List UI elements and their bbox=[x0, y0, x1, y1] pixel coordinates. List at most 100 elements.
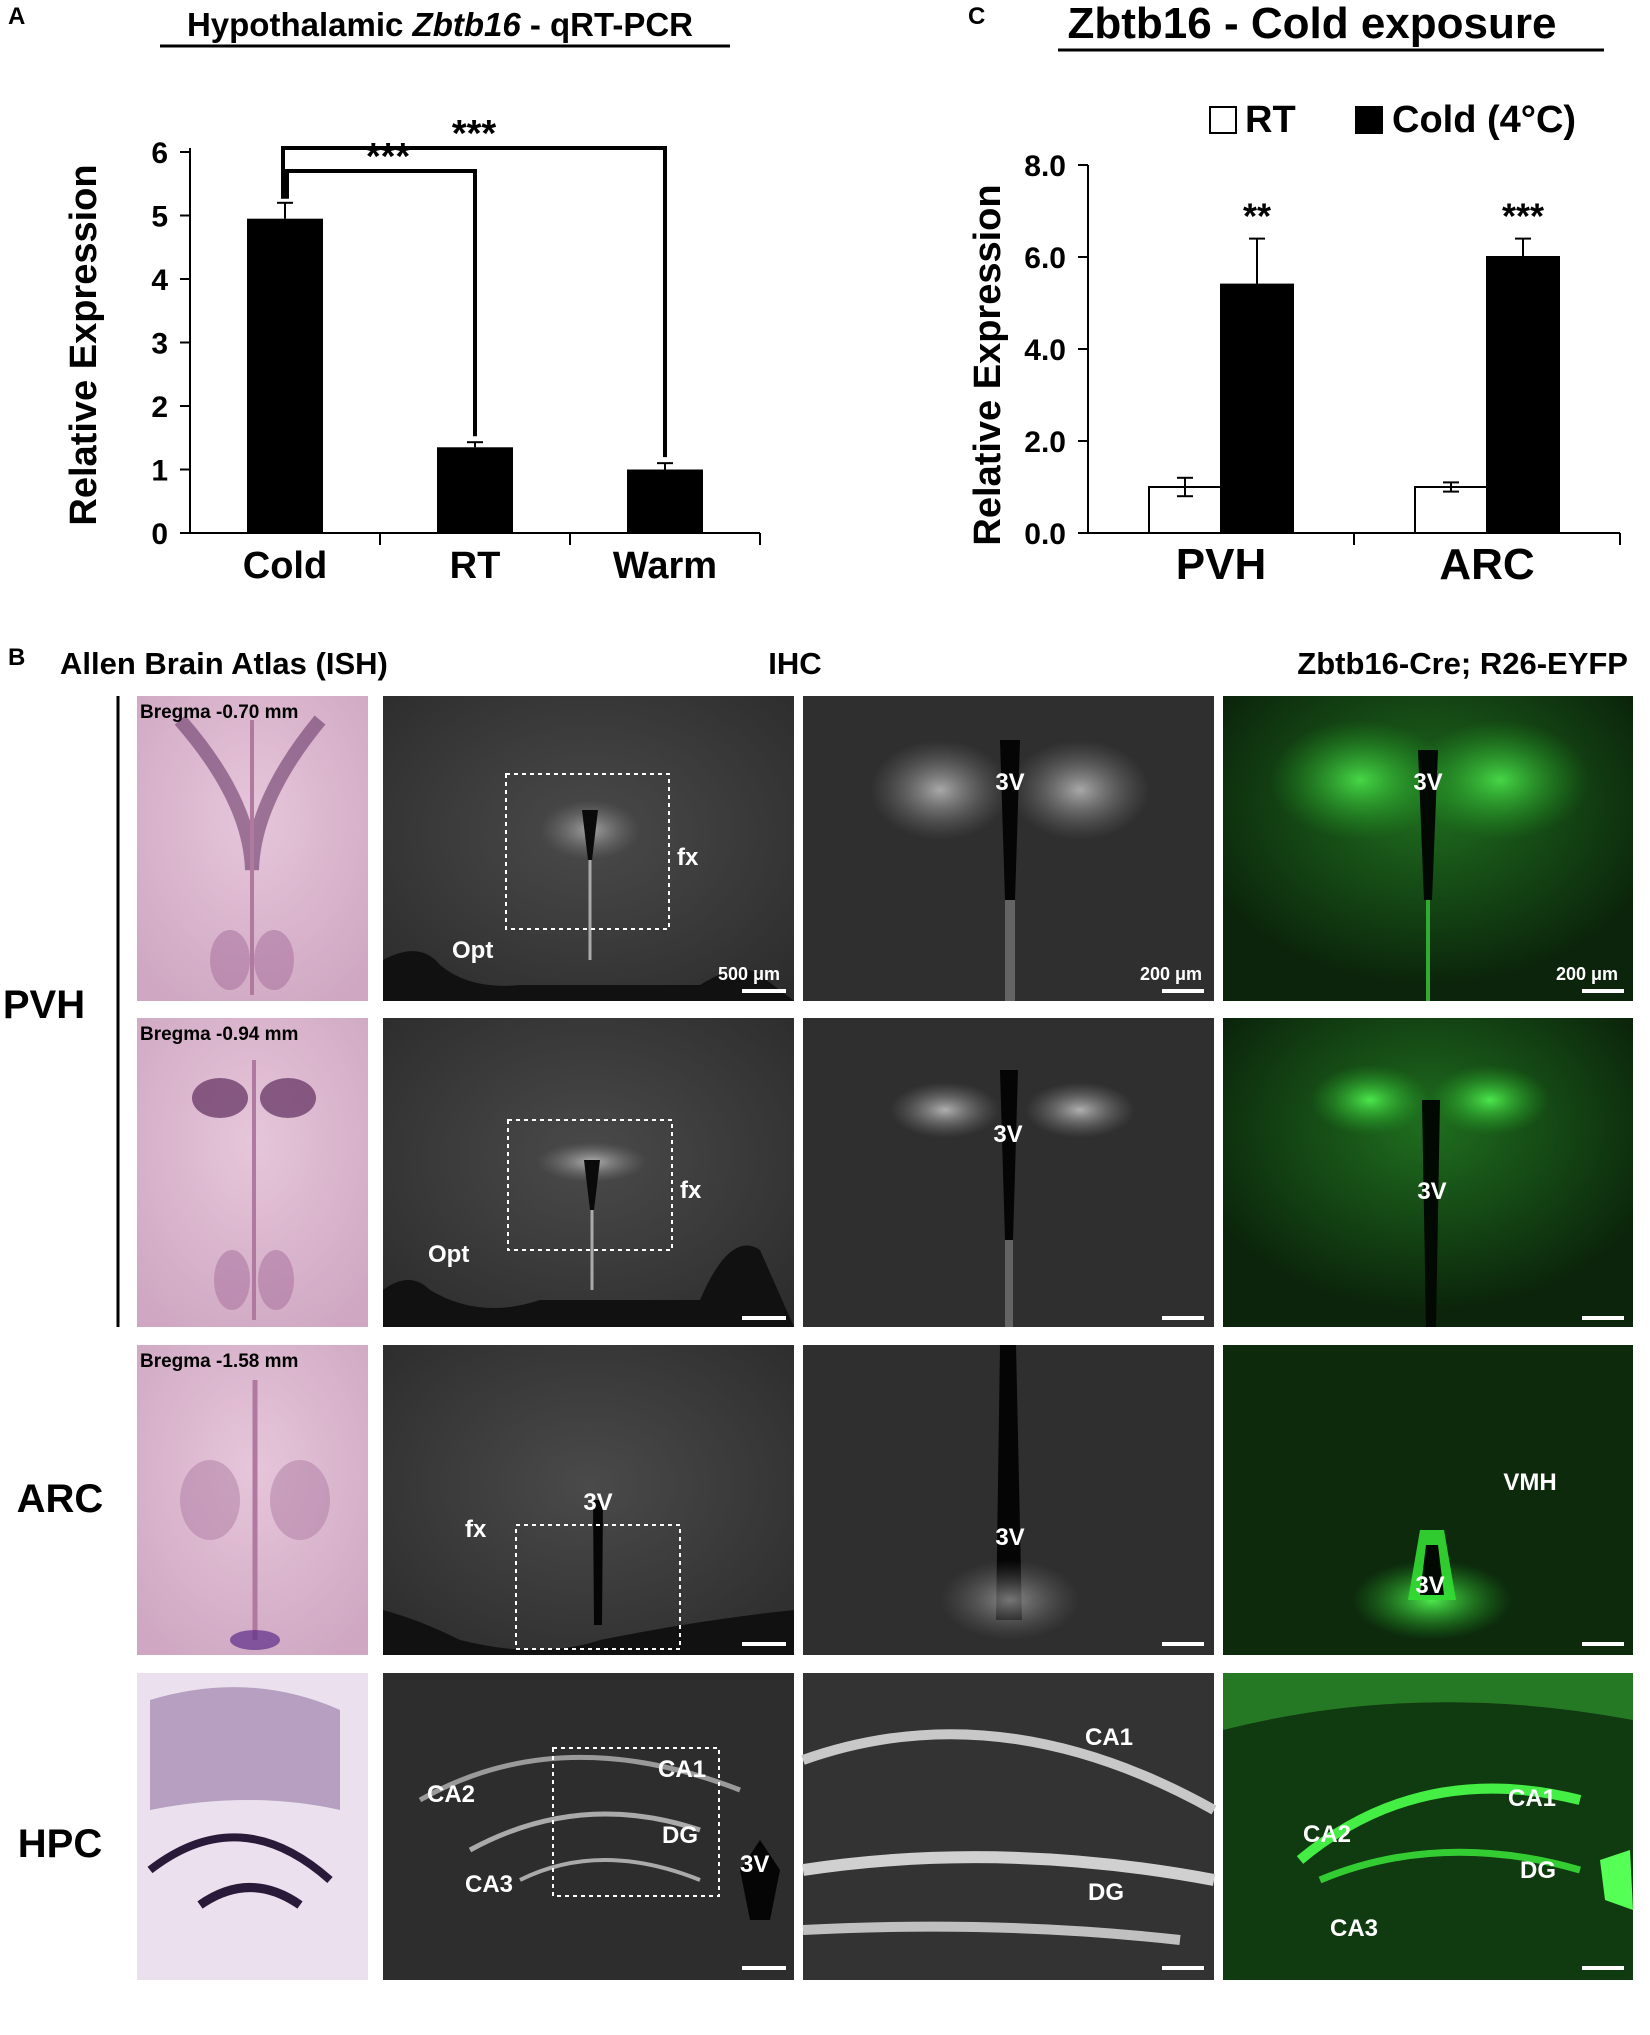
y-tick-label-a: 1 bbox=[151, 455, 168, 488]
label-ca1-high: CA1 bbox=[1085, 1724, 1133, 1751]
y-tick-label-a: 6 bbox=[151, 137, 168, 170]
panel-c-chart: C Zbtb16 - Cold exposure RT Cold (4°C) Re… bbox=[967, 0, 1621, 589]
significance-bracket-a bbox=[285, 169, 477, 437]
bars-a bbox=[247, 201, 703, 534]
panel-letter-b: B bbox=[8, 644, 25, 671]
label-3v-arc-eyfp: 3V bbox=[1415, 1572, 1444, 1599]
legend-swatch-cold bbox=[1355, 106, 1383, 134]
x-tick-label-c: ARC bbox=[1439, 540, 1534, 589]
image-row-pvh-2: Bregma -0.94 mm fx Opt 3V 3V bbox=[137, 1018, 1633, 1327]
image-row-pvh-1: Bregma -0.70 mm fx Opt 500 μm 3V 200 μm bbox=[137, 696, 1633, 1001]
bregma-label-3: Bregma -1.58 mm bbox=[140, 1351, 298, 1372]
scale-bar-ihc-1 bbox=[742, 989, 786, 993]
header-ihc: IHC bbox=[768, 646, 821, 681]
panel-a-chart: A Hypothalamic Zbtb16 - qRT-PCR Relative… bbox=[8, 3, 761, 587]
significance-label-c: ** bbox=[1243, 196, 1271, 237]
significance-label-c: *** bbox=[1502, 196, 1544, 237]
x-tick-label-a: RT bbox=[450, 545, 501, 587]
panel-letter-c: C bbox=[968, 3, 985, 30]
y-tick-label-c: 6.0 bbox=[1024, 242, 1066, 275]
chart-title-a-prefix: Hypothalamic bbox=[187, 6, 413, 43]
chart-title-a-gene: Zbtb16 bbox=[412, 6, 522, 43]
inset-box-hpc bbox=[552, 1747, 720, 1897]
scale-bar-ihc-hm-hpc bbox=[1162, 1966, 1204, 1970]
inset-box-pvh-2 bbox=[507, 1119, 673, 1251]
y-tick-label-c: 2.0 bbox=[1024, 426, 1066, 459]
label-fx-2: fx bbox=[680, 1177, 702, 1204]
scale-label-200-ihc: 200 μm bbox=[1140, 964, 1202, 984]
scale-label-200-eyfp: 200 μm bbox=[1556, 964, 1618, 984]
label-3v-eyfp-2: 3V bbox=[1417, 1178, 1446, 1205]
legend-label-rt: RT bbox=[1245, 99, 1296, 141]
bar-arc-cold bbox=[1486, 256, 1560, 534]
ihc-lowmag-image-arc bbox=[383, 1345, 794, 1655]
bar-pvh-cold bbox=[1220, 283, 1294, 534]
scale-bar-eyfp-2 bbox=[1582, 1316, 1624, 1320]
label-ca1-eyfp: CA1 bbox=[1508, 1785, 1556, 1812]
label-ca1-low: CA1 bbox=[658, 1756, 706, 1783]
label-vmh: VMH bbox=[1503, 1469, 1556, 1496]
label-3v-2: 3V bbox=[993, 1121, 1022, 1148]
y-tick-label-c: 8.0 bbox=[1024, 150, 1066, 183]
y-axis-label-a: Relative Expression bbox=[63, 164, 105, 525]
scale-bar-ihc-hm-2 bbox=[1162, 1316, 1204, 1320]
label-3v-1: 3V bbox=[995, 769, 1024, 796]
label-fx-arc: fx bbox=[465, 1516, 487, 1543]
chart-title-c: Zbtb16 - Cold exposure bbox=[1068, 0, 1557, 48]
bregma-label-1: Bregma -0.70 mm bbox=[140, 702, 298, 723]
image-row-hpc: CA1 CA2 DG CA3 3V CA1 DG CA1 CA2 DG CA3 bbox=[137, 1673, 1633, 1980]
scale-bar-ihc-hm-arc bbox=[1162, 1642, 1204, 1646]
scale-bar-eyfp-arc bbox=[1582, 1642, 1624, 1646]
eyfp-image-hpc bbox=[1223, 1673, 1633, 1980]
significance-a: *** *** bbox=[281, 113, 667, 458]
y-tick-label-a: 4 bbox=[151, 264, 168, 297]
bar-cold bbox=[247, 218, 323, 534]
axes-c: 0.0 2.0 4.0 6.0 8.0 PVH ARC bbox=[1024, 150, 1621, 589]
y-tick-label-a: 0 bbox=[151, 518, 168, 551]
y-tick-label-a: 3 bbox=[151, 328, 168, 361]
inset-box-pvh-1 bbox=[505, 773, 670, 930]
y-tick-label-c: 4.0 bbox=[1024, 334, 1066, 367]
label-3v-hpc: 3V bbox=[740, 1851, 769, 1878]
legend-label-cold: Cold (4°C) bbox=[1392, 99, 1576, 141]
row-label-hpc: HPC bbox=[18, 1822, 102, 1866]
scale-bar-ihc-hpc bbox=[742, 1966, 786, 1970]
y-tick-label-c: 0.0 bbox=[1024, 518, 1066, 551]
bar-arc-rt bbox=[1414, 486, 1488, 534]
scale-label-500: 500 μm bbox=[718, 964, 780, 984]
scale-bar-ihc-arc bbox=[742, 1642, 786, 1646]
label-opt-1: Opt bbox=[452, 937, 493, 964]
axes-a: 0 1 2 3 4 5 6 Cold RT Warm bbox=[151, 137, 761, 587]
scale-bar-eyfp-hpc bbox=[1582, 1966, 1624, 1970]
bar-warm bbox=[627, 469, 703, 533]
legend-swatch-rt bbox=[1209, 106, 1237, 134]
legend-c: RT Cold (4°C) bbox=[1209, 99, 1576, 141]
label-dg-high: DG bbox=[1088, 1879, 1124, 1906]
y-axis-label-c: Relative Expression bbox=[967, 184, 1009, 545]
panel-letter-a: A bbox=[8, 3, 25, 30]
x-tick-label-c: PVH bbox=[1176, 540, 1266, 589]
scale-bar-ihc-hm-1 bbox=[1162, 989, 1204, 993]
label-ca2-eyfp: CA2 bbox=[1303, 1821, 1351, 1848]
x-tick-label-a: Warm bbox=[613, 545, 717, 587]
label-opt-2: Opt bbox=[428, 1241, 469, 1268]
label-3v-eyfp-1: 3V bbox=[1413, 769, 1442, 796]
y-tick-label-a: 2 bbox=[151, 391, 168, 424]
inset-box-arc bbox=[515, 1524, 681, 1650]
image-row-arc: Bregma -1.58 mm 3V fx 3V VMH 3V bbox=[137, 1345, 1633, 1655]
label-ca2-low: CA2 bbox=[427, 1781, 475, 1808]
chart-title-a: Hypothalamic Zbtb16 - qRT-PCR bbox=[187, 6, 693, 43]
label-3v-arc-low: 3V bbox=[583, 1489, 612, 1516]
bregma-label-2: Bregma -0.94 mm bbox=[140, 1024, 298, 1045]
label-dg-eyfp: DG bbox=[1520, 1857, 1556, 1884]
ihc-lowmag-image-hpc bbox=[383, 1673, 794, 1980]
row-label-arc: ARC bbox=[17, 1477, 104, 1521]
header-ish: Allen Brain Atlas (ISH) bbox=[60, 646, 388, 681]
scale-bar-ihc-2 bbox=[742, 1316, 786, 1320]
label-ca3-low: CA3 bbox=[465, 1871, 513, 1898]
label-ca3-eyfp: CA3 bbox=[1330, 1915, 1378, 1942]
row-label-pvh: PVH bbox=[3, 983, 85, 1027]
panel-b-images: B Allen Brain Atlas (ISH) IHC Zbtb16-Cre… bbox=[3, 644, 1633, 1980]
header-eyfp: Zbtb16-Cre; R26-EYFP bbox=[1297, 646, 1628, 681]
